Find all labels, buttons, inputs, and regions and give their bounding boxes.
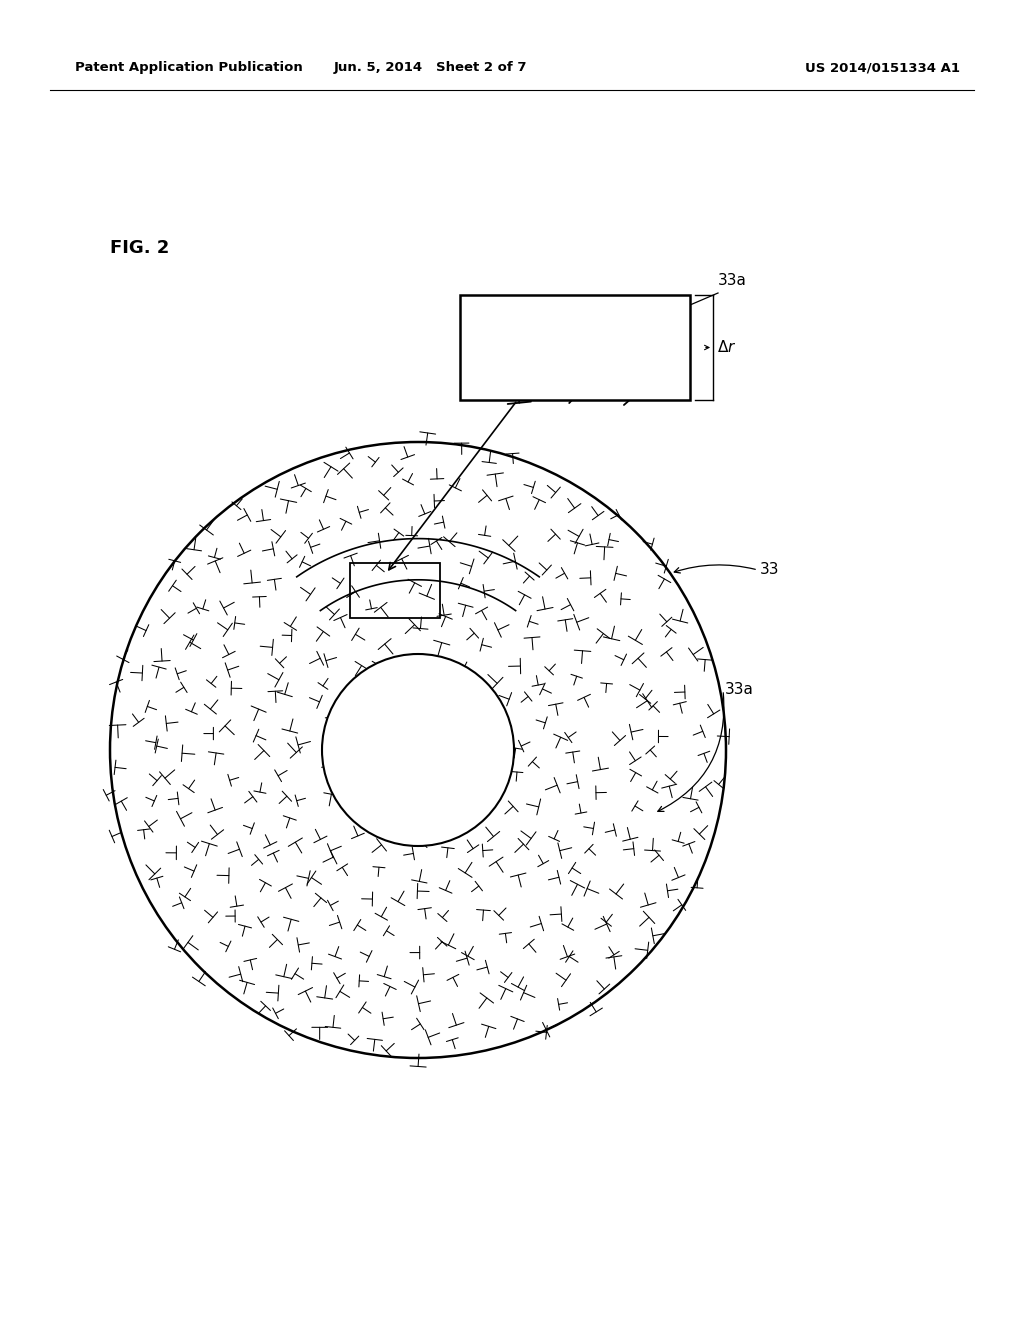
Text: 33a: 33a — [725, 682, 754, 697]
Text: Jun. 5, 2014   Sheet 2 of 7: Jun. 5, 2014 Sheet 2 of 7 — [333, 62, 526, 74]
Text: 33: 33 — [760, 562, 779, 578]
Text: US 2014/0151334 A1: US 2014/0151334 A1 — [805, 62, 961, 74]
Text: 33a: 33a — [718, 273, 746, 288]
Text: Patent Application Publication: Patent Application Publication — [75, 62, 303, 74]
Text: FIG. 2: FIG. 2 — [110, 239, 169, 257]
Circle shape — [322, 653, 514, 846]
Bar — [460, 294, 690, 400]
Bar — [350, 562, 440, 618]
Text: $\Delta r$: $\Delta r$ — [717, 339, 736, 355]
